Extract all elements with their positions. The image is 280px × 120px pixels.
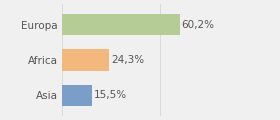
Text: 15,5%: 15,5% xyxy=(94,90,127,100)
Text: 24,3%: 24,3% xyxy=(111,55,144,65)
Bar xyxy=(62,49,109,71)
Text: 60,2%: 60,2% xyxy=(181,20,214,30)
Bar xyxy=(62,85,92,106)
Bar xyxy=(62,14,179,35)
